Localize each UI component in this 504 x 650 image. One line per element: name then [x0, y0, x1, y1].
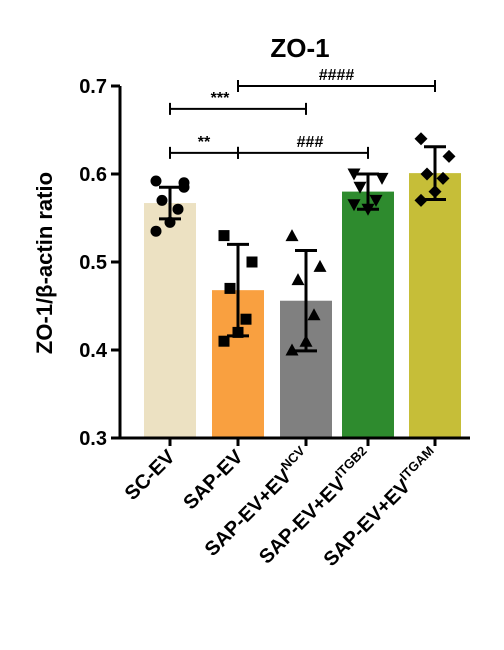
- data-point: [150, 175, 162, 187]
- significance-label: ####: [319, 67, 355, 84]
- y-tick-label: 0.7: [79, 76, 107, 98]
- data-point: [313, 259, 327, 272]
- data-point: [240, 313, 252, 325]
- x-tick-label: SC-EV: [121, 446, 180, 505]
- y-axis-label: ZO-1/β-actin ratio: [32, 172, 57, 354]
- data-point: [246, 256, 258, 268]
- x-tick-label-superscript: ITGB2: [332, 443, 370, 481]
- x-tick-label-text: SC-EV: [121, 446, 180, 505]
- data-point: [436, 171, 450, 185]
- y-tick-label: 0.6: [79, 164, 107, 186]
- x-tick-label-superscript: ITGAM: [397, 443, 437, 483]
- data-point: [178, 177, 190, 189]
- y-tick-label: 0.4: [79, 340, 108, 362]
- bar: [342, 191, 394, 438]
- x-tick-labels: SC-EV SAP-EVSAP-EV+EVNCVSAP-EV+EVITGB2SAP…: [121, 438, 445, 571]
- data-point: [224, 282, 236, 294]
- significance-brackets: ####***** ###: [169, 67, 436, 159]
- x-tick-label: SAP-EV+EVITGAM: [317, 443, 445, 571]
- data-point: [347, 199, 361, 212]
- data-points-layer: [150, 132, 456, 356]
- data-point: [353, 181, 367, 194]
- significance-label: ***: [211, 90, 230, 107]
- data-point: [307, 308, 321, 321]
- significance-label: **: [198, 134, 211, 151]
- data-point: [442, 149, 456, 163]
- bar: [144, 203, 196, 438]
- data-point: [375, 172, 389, 185]
- data-point: [285, 343, 299, 356]
- x-tick-label: SAP-EV+EVNCV: [198, 443, 316, 561]
- data-point: [150, 225, 162, 237]
- data-point: [156, 194, 168, 206]
- x-tick-label: SAP-EV: [179, 446, 248, 515]
- data-point: [218, 230, 230, 242]
- data-point: [414, 193, 428, 207]
- error-bars-layer: [159, 145, 446, 353]
- significance-label: ###: [297, 134, 324, 151]
- chart-title: ZO-1: [270, 33, 329, 63]
- data-point: [218, 335, 230, 347]
- data-point: [369, 194, 383, 207]
- y-tick-label: 0.5: [79, 252, 107, 274]
- data-point: [285, 229, 299, 242]
- data-point: [172, 203, 184, 215]
- data-point: [347, 168, 361, 181]
- x-tick-label-text: SAP-EV: [179, 446, 248, 515]
- bars-layer: [144, 173, 461, 438]
- bar: [409, 173, 461, 438]
- y-ticks: 0.3 0.4 0.5 0.6 0.7: [79, 76, 120, 450]
- data-point: [420, 167, 434, 181]
- data-point: [414, 132, 428, 146]
- y-tick-label: 0.3: [79, 428, 107, 450]
- data-point: [291, 273, 305, 286]
